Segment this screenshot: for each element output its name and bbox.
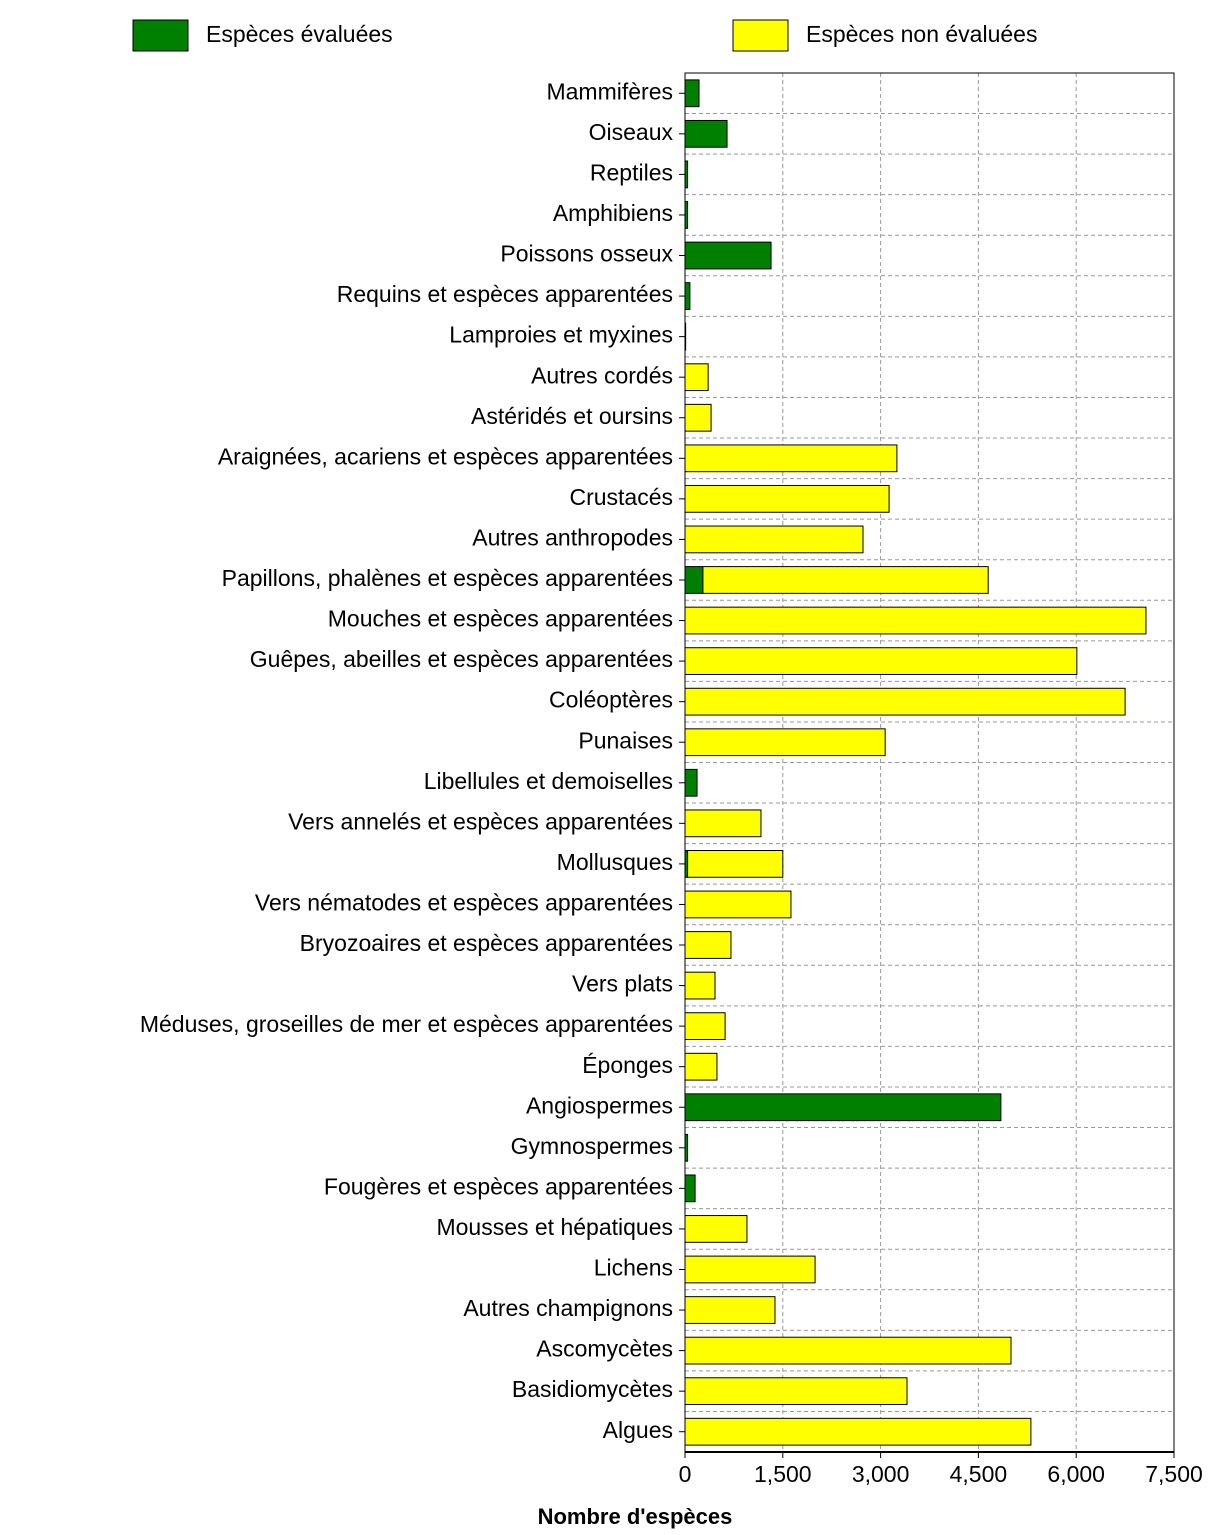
x-tick-label: 4,500: [950, 1461, 1008, 1487]
bar: [684, 1296, 776, 1324]
bar: [684, 647, 1078, 675]
y-tick-label: Coléoptères: [549, 687, 673, 713]
y-tick-label: Guêpes, abeilles et espèces apparentées: [250, 646, 673, 672]
legend-swatch: [732, 19, 789, 52]
bar: [684, 119, 728, 148]
bar: [684, 1417, 1032, 1446]
x-tick-label: 7,500: [1145, 1461, 1203, 1487]
y-tick-label: Autres anthropodes: [472, 525, 673, 551]
y-tick-label: Fougères et espèces apparentées: [324, 1173, 673, 1199]
y-tick-label: Astéridés et oursins: [471, 403, 673, 429]
bar: [684, 403, 712, 432]
y-tick-label: Lamproies et myxines: [449, 322, 673, 348]
bar: [684, 363, 709, 392]
y-tick-label: Éponges: [582, 1052, 673, 1078]
bar: [684, 241, 772, 270]
y-tick-label: Lichens: [594, 1255, 673, 1281]
bar: [684, 1336, 1012, 1365]
legend-label: Espèces évaluées: [206, 21, 393, 47]
y-tick-label: Reptiles: [590, 159, 673, 185]
bar: [684, 809, 762, 838]
bar: [684, 282, 691, 310]
bar: [684, 444, 898, 473]
y-tick-label: Autres champignons: [463, 1295, 673, 1321]
bar: [684, 768, 698, 797]
y-tick-label: Crustacés: [569, 484, 673, 510]
bar: [684, 79, 700, 108]
y-tick-label: Oiseaux: [589, 119, 674, 145]
bar: [684, 1174, 696, 1203]
y-tick-label: Mammifères: [546, 78, 673, 104]
bar: [684, 1052, 718, 1081]
bar: [684, 931, 732, 959]
y-tick-label: Vers annelés et espèces apparentées: [288, 808, 673, 834]
legend-swatch: [132, 19, 189, 52]
bar: [684, 1255, 816, 1284]
y-tick-label: Méduses, groseilles de mer et espèces ap…: [140, 1011, 673, 1037]
y-tick-label: Bryozoaires et espèces apparentées: [300, 930, 673, 956]
y-tick-label: Amphibiens: [553, 200, 673, 226]
bar: [684, 1215, 748, 1243]
y-tick-label: Mousses et hépatiques: [436, 1214, 673, 1240]
y-tick-label: Araignées, acariens et espèces apparenté…: [218, 443, 673, 469]
y-tick-label: Libellules et demoiselles: [424, 768, 673, 794]
bar: [684, 484, 890, 513]
y-tick-label: Vers nématodes et espèces apparentées: [255, 890, 673, 916]
y-tick-label: Mouches et espèces apparentées: [328, 606, 673, 632]
bar: [684, 525, 864, 554]
y-tick-label: Ascomycètes: [536, 1336, 673, 1362]
bar: [684, 566, 704, 594]
y-tick-label: Angiospermes: [526, 1092, 673, 1118]
x-tick-label: 6,000: [1047, 1461, 1105, 1487]
bar: [684, 687, 1126, 716]
y-tick-label: Punaises: [578, 727, 673, 753]
x-tick-label: 1,500: [754, 1461, 812, 1487]
legend-label: Espèces non évaluées: [806, 21, 1037, 47]
y-tick-label: Requins et espèces apparentées: [337, 281, 673, 307]
y-tick-label: Vers plats: [572, 971, 673, 997]
x-tick-label: 3,000: [852, 1461, 910, 1487]
bar: [702, 566, 989, 594]
bar: [684, 971, 716, 1000]
bar: [684, 890, 792, 919]
y-tick-label: Autres cordés: [531, 362, 673, 388]
bar: [684, 1093, 1002, 1122]
x-tick-label: 0: [679, 1461, 692, 1487]
y-tick-label: Basidiomycètes: [512, 1376, 673, 1402]
bar: [684, 1377, 908, 1406]
y-tick-label: Mollusques: [557, 849, 673, 875]
y-tick-label: Papillons, phalènes et espèces apparenté…: [222, 565, 673, 591]
y-tick-label: Algues: [603, 1417, 673, 1443]
y-tick-label: Gymnospermes: [511, 1133, 673, 1159]
bar: [684, 606, 1147, 635]
bar: [684, 1012, 726, 1041]
bar: [687, 850, 784, 878]
x-axis-label: Nombre d'espèces: [538, 1504, 733, 1529]
bar: [684, 728, 886, 757]
y-tick-label: Poissons osseux: [500, 241, 673, 267]
